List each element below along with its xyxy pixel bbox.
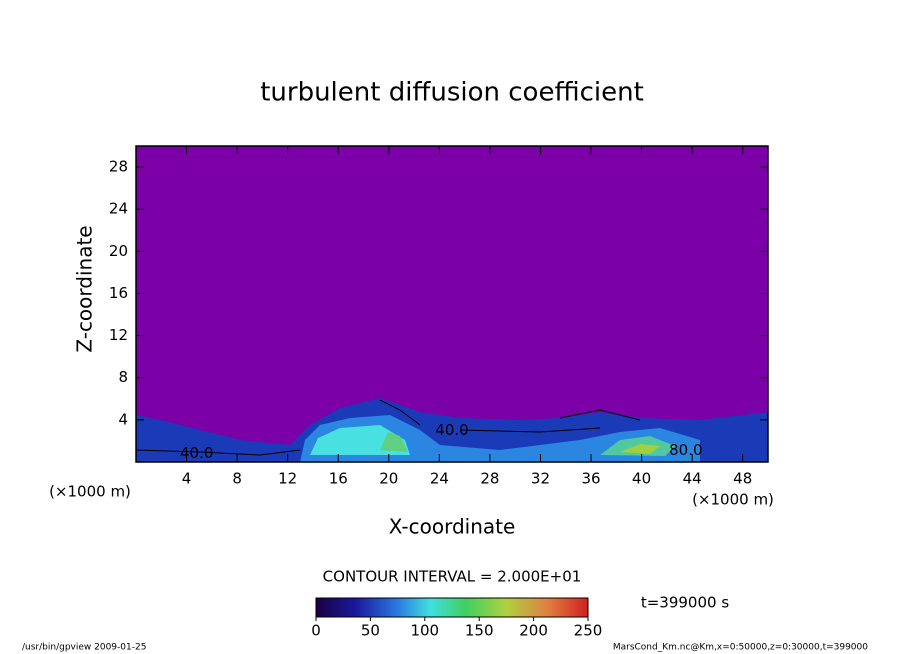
y-tick-label: 24 — [109, 200, 128, 218]
x-tick-label: 32 — [531, 470, 550, 488]
x-tick-label: 36 — [581, 470, 600, 488]
x-unit-label: (×1000 m) — [49, 483, 131, 501]
contour-label: 80.0 — [669, 441, 702, 459]
x-tick-label: 40 — [632, 470, 651, 488]
y-tick-label: 20 — [109, 242, 128, 260]
x-tick-label: 24 — [430, 470, 449, 488]
y-tick-label: 12 — [109, 326, 128, 344]
field-peak — [380, 432, 408, 452]
y-axis-label: Z-coordinate — [73, 225, 97, 352]
colorbar-tick-label: 200 — [519, 622, 548, 640]
x-tick-label: 4 — [182, 470, 192, 488]
contour-label: 40.0 — [180, 444, 213, 462]
field — [136, 398, 768, 462]
time-label: t=399000 s — [641, 594, 729, 612]
y-tick-label: 28 — [109, 158, 128, 176]
x-tick-label: 12 — [278, 470, 297, 488]
x-unit-label: (×1000 m) — [692, 491, 774, 509]
x-tick-label: 16 — [329, 470, 348, 488]
colorbar-tick-label: 150 — [465, 622, 494, 640]
contour-interval: CONTOUR INTERVAL = 2.000E+01 — [323, 568, 582, 586]
footer-right: MarsCond_Km.nc@Km,x=0:50000,z=0:30000,t=… — [613, 643, 868, 653]
x-tick-label: 44 — [683, 470, 702, 488]
colorbar-tick-label: 0 — [311, 622, 321, 640]
colorbar-tick-label: 50 — [361, 622, 380, 640]
colorbar — [315, 597, 589, 618]
y-tick-label: 8 — [118, 368, 128, 386]
plot-background — [136, 146, 768, 462]
x-axis-label: X-coordinate — [389, 515, 516, 539]
plot-frame — [135, 145, 769, 463]
contour-line — [136, 399, 641, 456]
field-peak — [620, 444, 660, 454]
x-tick-label: 48 — [733, 470, 752, 488]
y-tick-label: 16 — [109, 284, 128, 302]
y-tick-label: 4 — [118, 410, 128, 428]
contour-label: 40.0 — [435, 421, 468, 439]
chart-title: turbulent diffusion coefficient — [260, 78, 644, 108]
x-tick-label: 28 — [480, 470, 499, 488]
x-tick-label: 20 — [379, 470, 398, 488]
colorbar-tick-label: 100 — [410, 622, 439, 640]
footer-left: /usr/bin/gpview 2009-01-25 — [22, 643, 146, 653]
x-tick-label: 8 — [232, 470, 242, 488]
colorbar-tick-label: 250 — [574, 622, 603, 640]
